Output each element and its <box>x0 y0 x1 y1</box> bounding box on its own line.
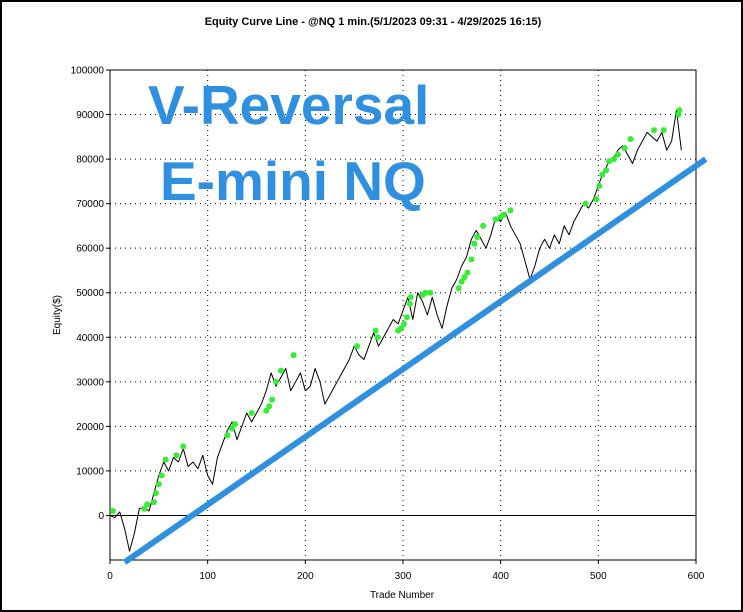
equity-high-marker <box>614 151 621 158</box>
x-tick-label: 200 <box>297 571 314 582</box>
equity-high-marker <box>606 158 613 165</box>
equity-high-marker <box>474 234 481 241</box>
equity-high-marker <box>480 222 487 229</box>
x-axis-label: Trade Number <box>370 590 435 601</box>
y-tick-label: 80000 <box>76 155 104 166</box>
equity-high-marker <box>427 289 434 296</box>
equity-high-marker <box>372 327 379 334</box>
y-tick-label: 0 <box>98 511 104 522</box>
y-tick-label: 10000 <box>76 466 104 477</box>
equity-high-marker <box>273 378 280 385</box>
equity-high-marker <box>627 136 634 143</box>
equity-high-marker <box>155 481 162 488</box>
equity-high-marker <box>464 269 471 276</box>
equity-high-marker <box>162 456 169 463</box>
equity-high-marker <box>406 300 413 307</box>
y-axis-label: Equity($) <box>52 295 63 335</box>
y-tick-label: 100000 <box>71 66 105 77</box>
grid-lines <box>110 70 696 560</box>
equity-high-marker <box>458 278 465 285</box>
equity-high-marker <box>507 207 514 214</box>
equity-high-marker <box>150 499 157 506</box>
overlay-title-line-2: E-mini NQ <box>160 150 426 212</box>
equity-high-marker <box>461 274 468 281</box>
y-tick-label: 20000 <box>76 422 104 433</box>
x-tick-label: 400 <box>492 571 509 582</box>
equity-high-marker <box>471 240 478 247</box>
series-layer <box>109 107 708 565</box>
equity-high-marker <box>173 452 180 459</box>
x-tick-label: 100 <box>199 571 216 582</box>
y-axis-ticks: 0 10000 20000 30000 40000 50000 60000 70000 8000… <box>71 66 110 522</box>
equity-high-marker <box>492 216 499 223</box>
equity-high-marker <box>660 127 667 134</box>
y-tick-label: 40000 <box>76 333 104 344</box>
equity-high-marker <box>422 289 429 296</box>
equity-high-marker <box>269 396 276 403</box>
equity-high-marker <box>651 127 658 134</box>
equity-high-marker <box>224 432 231 439</box>
equity-high-marker <box>676 107 683 114</box>
equity-high-marker <box>398 325 405 332</box>
equity-high-marker <box>109 508 116 514</box>
equity-high-marker <box>180 443 187 450</box>
equity-high-marker <box>596 182 603 189</box>
x-tick-label: 0 <box>107 571 113 582</box>
y-tick-label: 90000 <box>76 110 104 121</box>
equity-high-marker <box>621 144 628 151</box>
equity-high-marker <box>152 490 159 497</box>
equity-high-marker <box>158 472 165 479</box>
equity-high-marker <box>582 200 589 207</box>
equity-high-marker <box>400 320 407 327</box>
y-tick-label: 70000 <box>76 199 104 210</box>
equity-high-marker <box>277 367 284 374</box>
equity-high-marker <box>610 156 617 163</box>
x-tick-label: 500 <box>590 571 607 582</box>
equity-high-marker <box>374 334 381 341</box>
trend-line <box>122 156 708 565</box>
equity-high-marker <box>266 403 273 410</box>
equity-high-marker <box>141 505 148 512</box>
equity-high-marker <box>229 425 236 432</box>
equity-high-marker <box>603 167 610 174</box>
equity-high-marker <box>599 171 606 178</box>
equity-high-marker <box>593 196 600 203</box>
equity-high-marker <box>500 211 507 218</box>
equity-high-marker <box>468 256 475 263</box>
y-tick-label: 50000 <box>76 288 104 299</box>
equity-high-marker <box>407 294 414 301</box>
equity-high-marker <box>675 111 682 118</box>
x-tick-label: 600 <box>688 571 705 582</box>
y-tick-label: 30000 <box>76 377 104 388</box>
overlay-title-line-1: V-Reversal <box>148 74 429 136</box>
equity-high-marker <box>455 285 462 292</box>
y-tick-label: 60000 <box>76 244 104 255</box>
chart-title: Equity Curve Line - @NQ 1 min.(5/1/2023 … <box>205 16 542 28</box>
equity-high-marker <box>144 501 151 508</box>
equity-high-marker <box>354 343 361 350</box>
x-axis-ticks: 0 100 200 300 400 500 600 <box>107 560 705 582</box>
equity-high-marker <box>290 352 297 359</box>
equity-high-marker <box>403 314 410 321</box>
equity-high-marker <box>248 410 255 416</box>
equity-high-marker <box>263 407 270 414</box>
equity-high-marker <box>232 421 239 428</box>
x-tick-label: 300 <box>395 571 412 582</box>
